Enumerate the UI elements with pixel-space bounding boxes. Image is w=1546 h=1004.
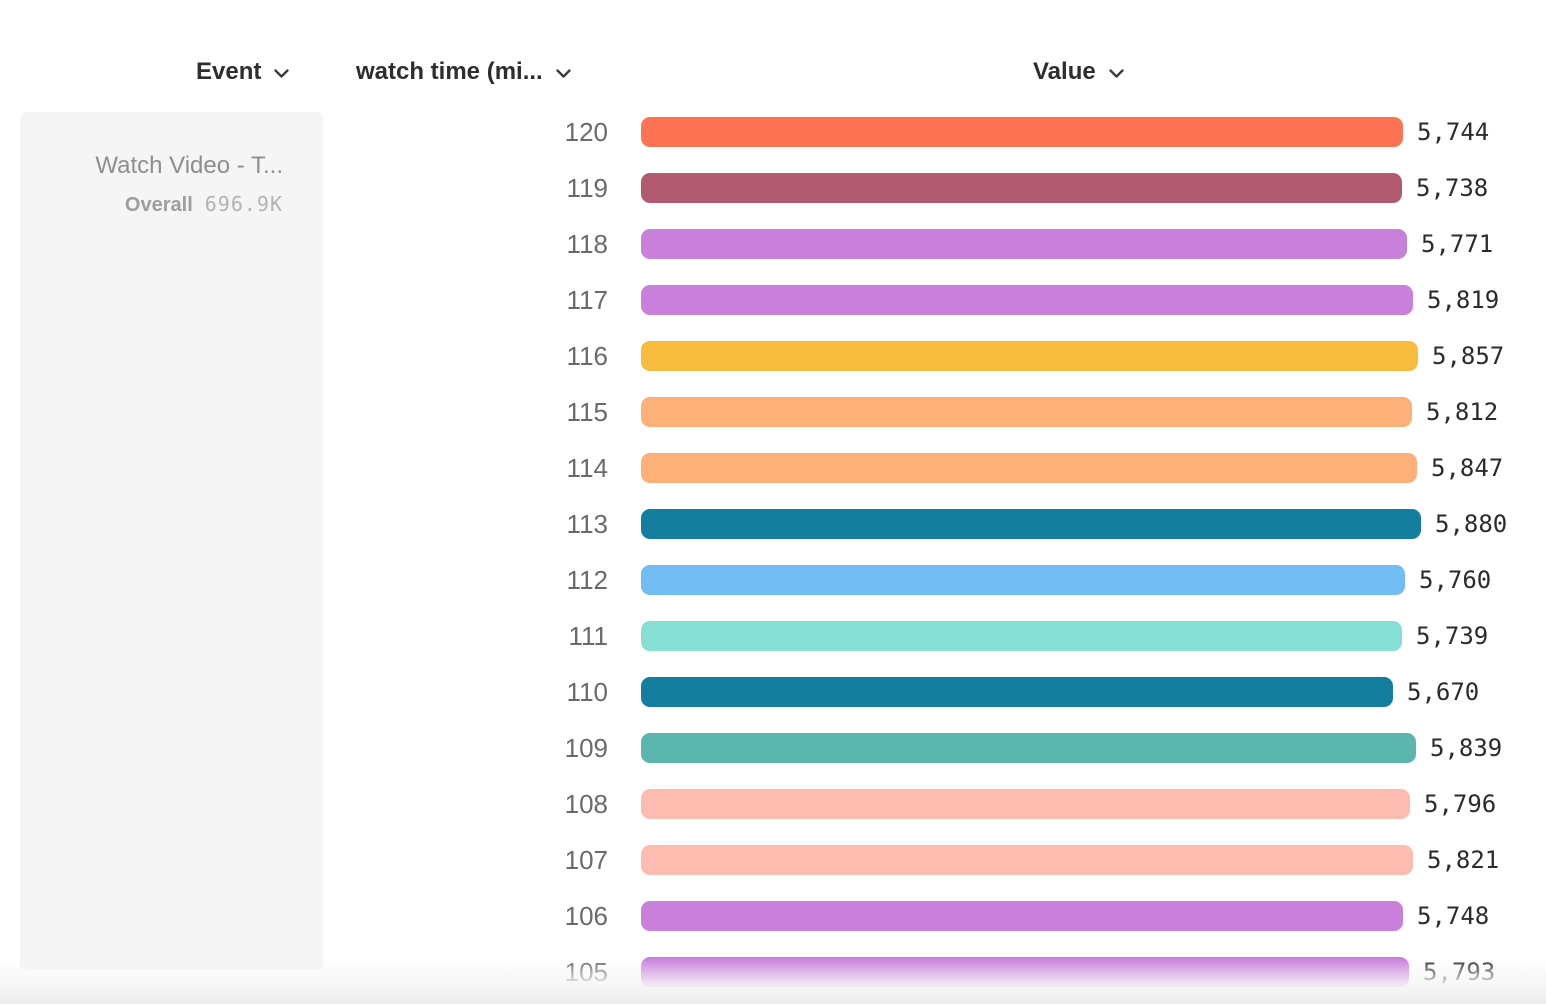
chart-row: 115 5,812 <box>0 384 1546 440</box>
row-category-label: 119 <box>566 172 608 203</box>
bar[interactable] <box>641 117 1403 147</box>
event-overall-row: Overall 696.9K <box>20 192 283 217</box>
chevron-down-icon <box>556 68 571 79</box>
bar[interactable] <box>641 733 1416 763</box>
bar-value-label: 5,812 <box>1426 398 1499 426</box>
chart-row: 114 5,847 <box>0 440 1546 496</box>
bar[interactable] <box>641 789 1410 819</box>
event-column-label: Event <box>196 58 262 85</box>
bar-value-label: 5,744 <box>1417 118 1490 146</box>
row-category-label: 113 <box>566 508 608 539</box>
chart-row: 119 5,738 <box>0 160 1546 216</box>
bar[interactable] <box>641 621 1402 651</box>
breakdown-column-label: watch time (mi... <box>356 58 543 85</box>
bar-value-label: 5,739 <box>1416 622 1489 650</box>
bar-value-label: 5,839 <box>1430 734 1503 762</box>
row-category-label: 120 <box>564 116 608 147</box>
value-column-label: Value <box>1033 58 1096 85</box>
chart-row: 108 5,796 <box>0 776 1546 832</box>
bar-value-label: 5,760 <box>1419 566 1492 594</box>
bar-value-label: 5,738 <box>1416 174 1489 202</box>
row-category-label: 106 <box>564 900 608 931</box>
chart-row: 120 5,744 <box>0 104 1546 160</box>
bar[interactable] <box>641 397 1412 427</box>
event-column-header[interactable]: Event <box>196 58 290 86</box>
bar-value-label: 5,670 <box>1407 678 1480 706</box>
bar[interactable] <box>641 285 1413 315</box>
bar[interactable] <box>641 341 1418 371</box>
bar[interactable] <box>641 845 1413 875</box>
chart-row: 111 5,739 <box>0 608 1546 664</box>
row-category-label: 116 <box>566 340 608 371</box>
row-category-label: 107 <box>564 844 608 875</box>
breakdown-column-header[interactable]: watch time (mi... <box>356 58 571 86</box>
row-category-label: 110 <box>566 676 608 707</box>
bar[interactable] <box>641 173 1402 203</box>
row-category-label: 117 <box>566 284 608 315</box>
bar-value-label: 5,796 <box>1424 790 1497 818</box>
overall-value: 696.9K <box>204 191 283 216</box>
bar-value-label: 5,819 <box>1427 286 1500 314</box>
bar[interactable] <box>641 957 1409 987</box>
value-column-header[interactable]: Value <box>1033 58 1124 86</box>
row-category-label: 111 <box>568 620 608 651</box>
chart-row: 110 5,670 <box>0 664 1546 720</box>
chevron-down-icon <box>274 68 290 79</box>
bar[interactable] <box>641 677 1393 707</box>
event-title: Watch Video - T... <box>95 152 283 179</box>
bar-value-label: 5,880 <box>1435 510 1508 538</box>
row-category-label: 115 <box>566 396 608 427</box>
row-category-label: 118 <box>566 228 608 259</box>
chart-row: 109 5,839 <box>0 720 1546 776</box>
bar-value-label: 5,748 <box>1417 902 1490 930</box>
row-category-label: 114 <box>566 452 608 483</box>
bar-value-label: 5,771 <box>1421 230 1494 258</box>
row-category-label: 109 <box>564 732 608 763</box>
chart-row: 113 5,880 <box>0 496 1546 552</box>
row-category-label: 112 <box>566 564 608 595</box>
row-category-label: 105 <box>564 956 608 987</box>
bar-value-label: 5,847 <box>1431 454 1504 482</box>
chart-row: 116 5,857 <box>0 328 1546 384</box>
bar[interactable] <box>641 453 1417 483</box>
row-category-label: 108 <box>564 788 608 819</box>
chevron-down-icon <box>1109 68 1124 79</box>
chart-row: 118 5,771 <box>0 216 1546 272</box>
chart-row: 106 5,748 <box>0 888 1546 944</box>
bar-value-label: 5,857 <box>1432 342 1505 370</box>
chart-row: 105 5,793 <box>0 944 1546 1000</box>
bar[interactable] <box>641 509 1421 539</box>
bar-value-label: 5,793 <box>1423 958 1496 986</box>
chart-row: 117 5,819 <box>0 272 1546 328</box>
bar[interactable] <box>641 901 1403 931</box>
bar[interactable] <box>641 229 1407 259</box>
bar[interactable] <box>641 565 1405 595</box>
chart-rows: 120 5,744 119 5,738 118 5,771 117 5,819 … <box>0 104 1546 1000</box>
event-legend-card[interactable]: Watch Video - T... Overall 696.9K <box>20 112 323 970</box>
chart-row: 112 5,760 <box>0 552 1546 608</box>
bar-value-label: 5,821 <box>1427 846 1500 874</box>
chart-row: 107 5,821 <box>0 832 1546 888</box>
overall-label: Overall <box>124 193 193 216</box>
